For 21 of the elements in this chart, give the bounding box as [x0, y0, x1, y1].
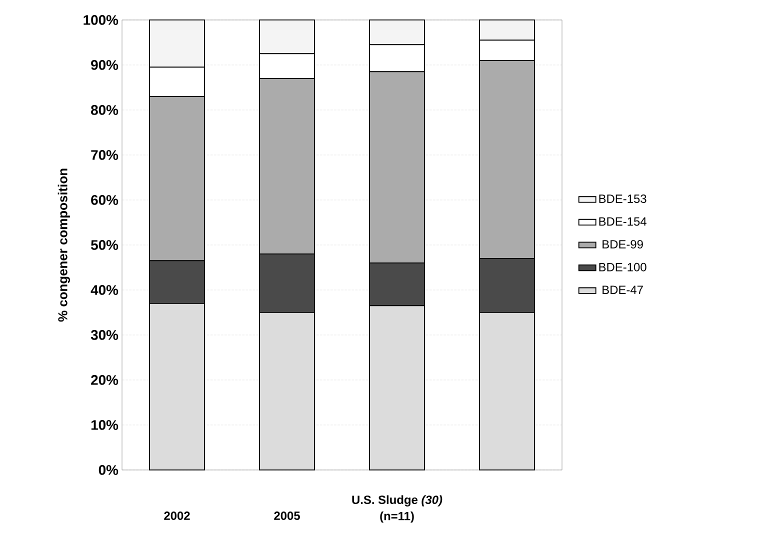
- x-tick-label: (n=11): [380, 512, 414, 523]
- x-tick-label: 2005: [274, 512, 300, 520]
- text: U.S. Sludge (30): [352, 495, 442, 506]
- legend-label: BDE-154: [599, 217, 646, 226]
- legend-label: BDE-153: [599, 194, 646, 203]
- legend-label: BDE-99: [602, 240, 643, 249]
- y-tick-label: 50%: [90, 240, 118, 250]
- y-tick-label: 0%: [98, 465, 118, 475]
- y-axis-title: % congener composition: [58, 168, 70, 322]
- y-tick-label: 10%: [91, 420, 118, 430]
- y-tick-label: 100%: [84, 15, 118, 25]
- y-tick-label: 90%: [91, 60, 118, 70]
- y-tick-label: 20%: [91, 375, 118, 385]
- y-tick-label: 70%: [91, 150, 118, 160]
- y-tick-label: 40%: [90, 285, 118, 295]
- x-tick-label: 2002: [164, 512, 190, 520]
- legend-label: BDE-100: [599, 262, 646, 272]
- y-tick-label: 60%: [91, 195, 118, 205]
- y-tick-label: 30%: [90, 330, 118, 340]
- y-tick-label: 80%: [91, 105, 118, 115]
- legend-label: BDE-47: [602, 286, 643, 294]
